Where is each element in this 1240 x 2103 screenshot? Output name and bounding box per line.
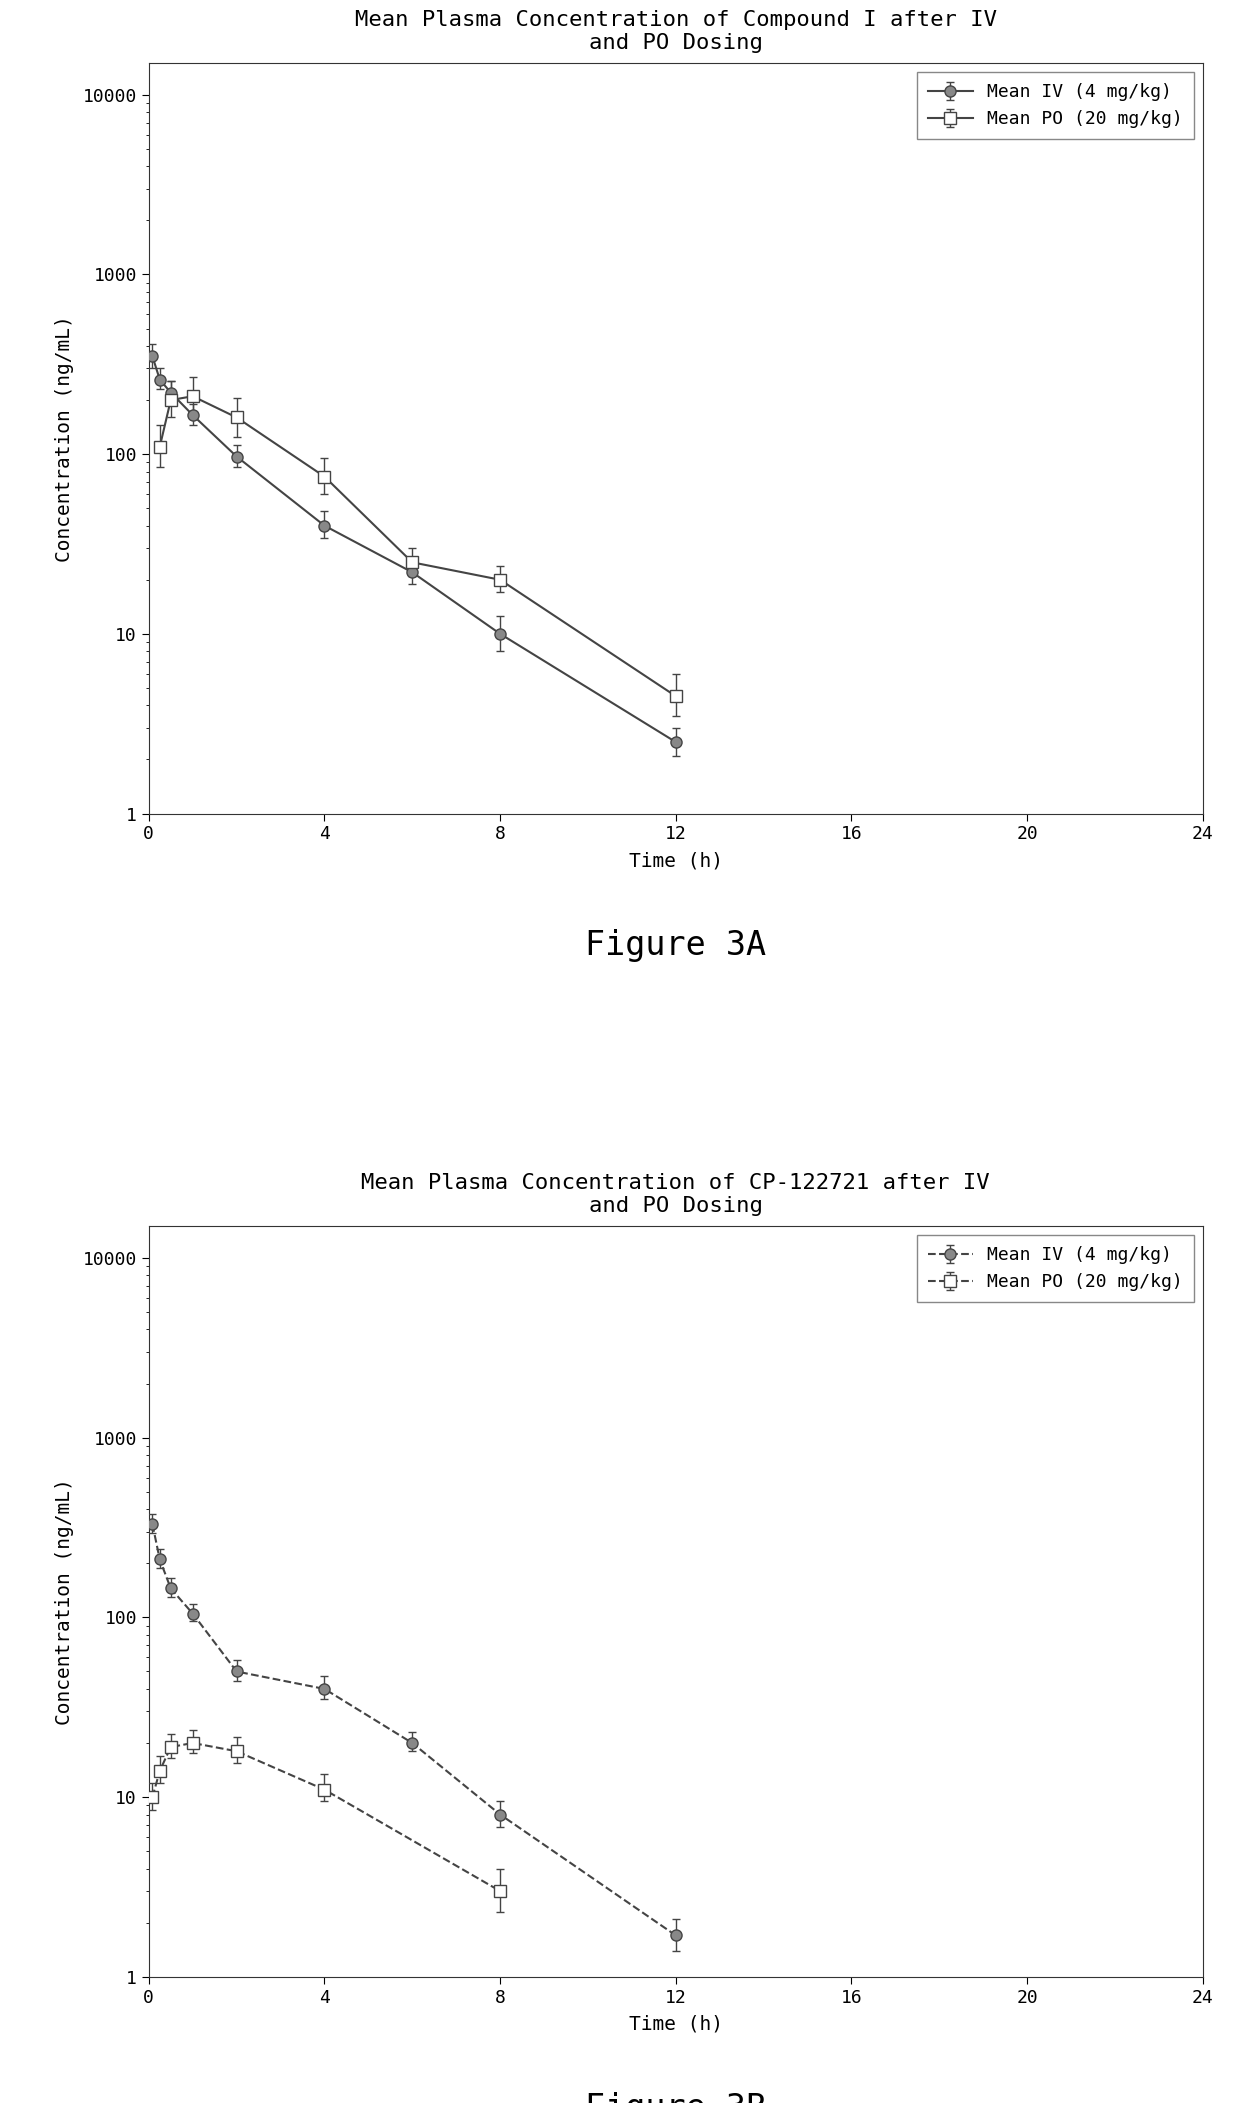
Title: Mean Plasma Concentration of CP-122721 after IV
and PO Dosing: Mean Plasma Concentration of CP-122721 a… [362,1173,990,1216]
Legend: Mean IV (4 mg/kg), Mean PO (20 mg/kg): Mean IV (4 mg/kg), Mean PO (20 mg/kg) [916,72,1194,139]
Text: Figure 3A: Figure 3A [585,930,766,963]
Legend: Mean IV (4 mg/kg), Mean PO (20 mg/kg): Mean IV (4 mg/kg), Mean PO (20 mg/kg) [916,1234,1194,1302]
Text: Figure 3B: Figure 3B [585,2092,766,2103]
Title: Mean Plasma Concentration of Compound I after IV
and PO Dosing: Mean Plasma Concentration of Compound I … [355,11,997,53]
Y-axis label: Concentration (ng/mL): Concentration (ng/mL) [56,315,74,562]
X-axis label: Time (h): Time (h) [629,2015,723,2034]
X-axis label: Time (h): Time (h) [629,852,723,871]
Y-axis label: Concentration (ng/mL): Concentration (ng/mL) [56,1478,74,1724]
